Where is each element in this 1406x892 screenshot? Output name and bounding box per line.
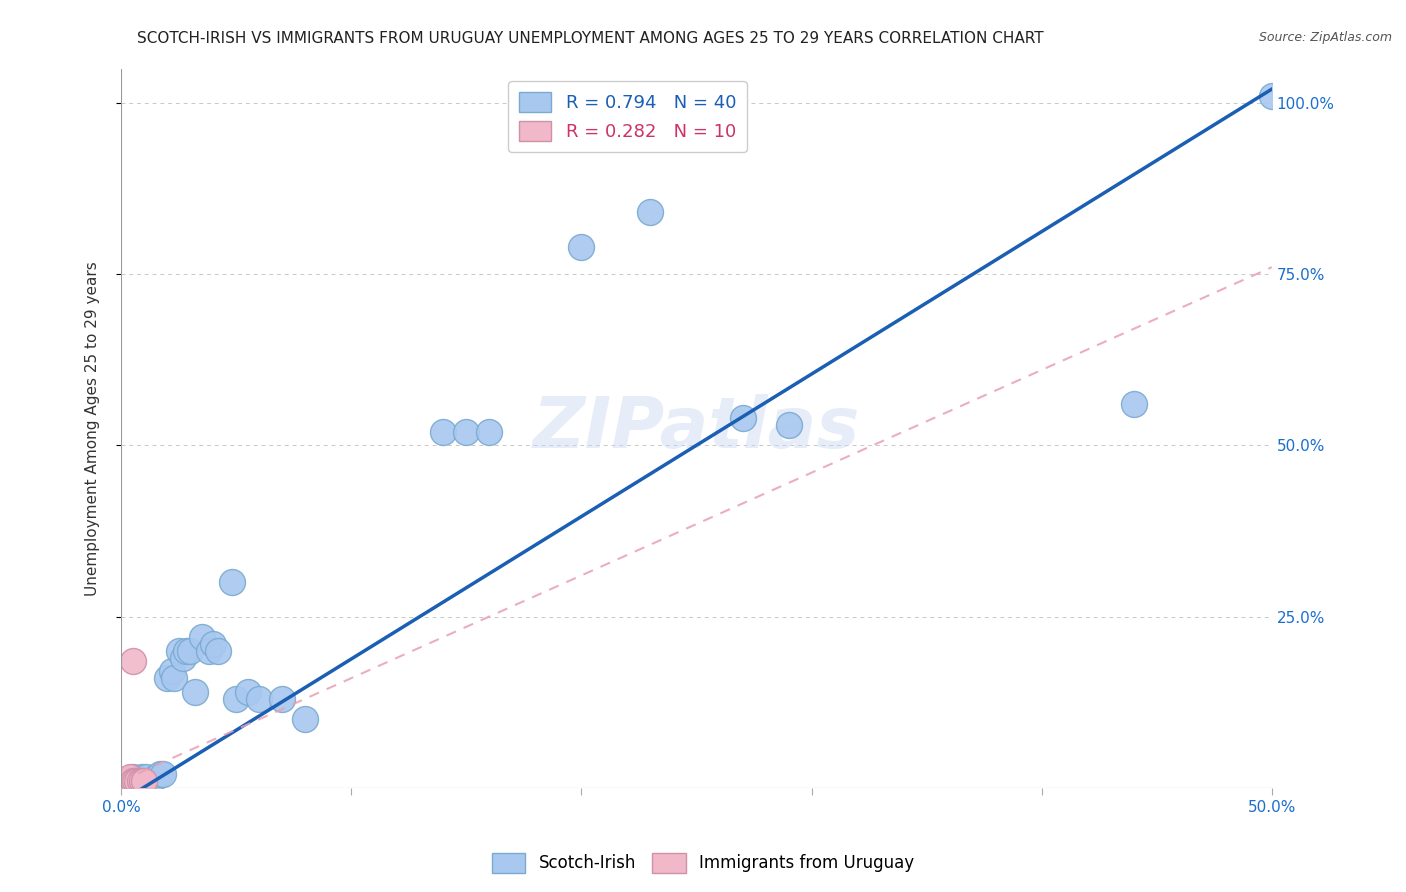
Text: ZIPatlas: ZIPatlas [533,393,860,463]
Point [190,630,212,644]
Point [731,410,754,425]
Point [294,712,316,726]
Text: Source: ZipAtlas.com: Source: ZipAtlas.com [1258,31,1392,45]
Point [131,773,153,788]
Point [121,771,143,785]
Point [197,644,219,658]
Point [1261,89,1284,103]
Point [778,417,800,432]
Point [163,671,186,685]
Point [236,685,259,699]
Point [207,644,229,658]
Point [174,644,197,658]
Point [271,691,294,706]
Point [160,665,183,679]
Point [114,773,136,788]
Point [120,773,142,788]
Point [128,773,150,788]
Point [456,425,478,439]
Point [149,767,172,781]
Point [640,205,662,219]
Point [134,773,156,788]
Point [124,773,146,788]
Point [127,773,149,788]
Point [478,425,501,439]
Point [114,773,136,788]
Point [179,644,201,658]
Point [167,644,190,658]
Point [135,771,157,785]
Point [172,650,194,665]
Point [1122,397,1144,411]
Point [120,771,142,785]
Point [134,773,156,788]
Y-axis label: Unemployment Among Ages 25 to 29 years: Unemployment Among Ages 25 to 29 years [86,260,100,596]
Point [124,773,146,788]
Point [432,425,454,439]
Point [156,671,179,685]
Legend: R = 0.794   N = 40, R = 0.282   N = 10: R = 0.794 N = 40, R = 0.282 N = 10 [508,81,747,152]
Point [145,771,167,785]
Point [571,239,593,253]
Point [121,773,143,788]
Point [117,773,139,788]
Point [121,654,143,668]
Point [127,773,149,788]
Point [139,773,162,788]
Point [225,691,247,706]
Text: SCOTCH-IRISH VS IMMIGRANTS FROM URUGUAY UNEMPLOYMENT AMONG AGES 25 TO 29 YEARS C: SCOTCH-IRISH VS IMMIGRANTS FROM URUGUAY … [138,31,1043,46]
Legend: Scotch-Irish, Immigrants from Uruguay: Scotch-Irish, Immigrants from Uruguay [485,847,921,880]
Point [221,575,243,590]
Point [128,773,150,788]
Point [202,637,225,651]
Point [131,771,153,785]
Point [184,685,207,699]
Point [152,767,174,781]
Point [247,691,270,706]
